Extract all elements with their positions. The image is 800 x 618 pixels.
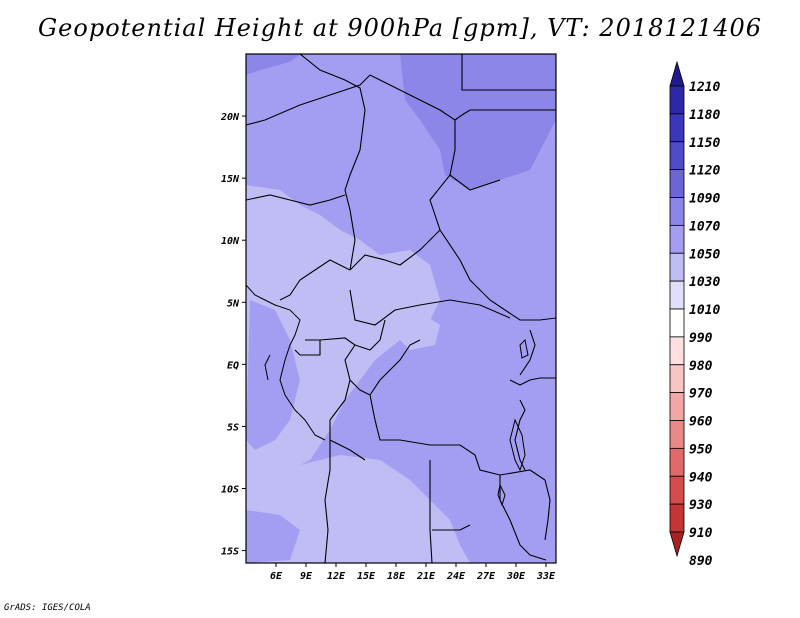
colorbar-box: [669, 503, 685, 533]
colorbar-label: 910: [689, 526, 713, 541]
colorbar-label: 930: [689, 498, 713, 513]
lat-tick-label: EQ: [227, 360, 239, 371]
colorbar-box: [669, 113, 685, 143]
country-borders: [246, 54, 556, 563]
colorbar-box: [669, 280, 685, 310]
lat-tick-label: 10S: [221, 485, 239, 496]
colorbar-box: [669, 308, 685, 338]
lon-tick-label: 30E: [506, 571, 526, 582]
colorbar-box: [669, 224, 685, 254]
colorbar-box: [669, 475, 685, 505]
map-frame: [245, 53, 557, 564]
lon-tick-label: 24E: [446, 571, 466, 582]
lat-tick-label: 5N: [227, 298, 240, 309]
colorbar-label: 980: [689, 359, 713, 374]
lon-tick-label: 18E: [387, 571, 406, 582]
colorbar-label: 1120: [689, 164, 720, 179]
colorbar-box: [669, 392, 685, 421]
colorbar-label: 1030: [689, 275, 720, 290]
colorbar-box: [669, 336, 685, 366]
chart-title: Geopotential Height at 900hPa [gpm], VT:…: [38, 14, 762, 42]
colorbar-label: 1070: [689, 219, 720, 234]
colorbar-box: [669, 420, 685, 449]
map-axes: 6E 9E 12E 15E 18E 21E 24E 27E 30E 33E 20N 15N 10N 5N E…: [220, 112, 556, 582]
colorbar-label: 1010: [689, 303, 720, 318]
lat-tick-label: 10N: [221, 236, 240, 247]
colorbar-box: [669, 141, 685, 171]
colorbar-label: 990: [689, 331, 713, 346]
lon-tick-label: 15E: [357, 571, 376, 582]
lon-tick-label: 27E: [476, 571, 496, 582]
colorbar-box: [669, 169, 685, 198]
colorbar-box: [669, 447, 685, 477]
colorbar-label: 940: [689, 470, 713, 485]
colorbar-box: [669, 85, 685, 115]
colorbar-box: [669, 197, 685, 226]
colorbar-label: 1150: [689, 136, 720, 151]
colorbar-label: 970: [689, 387, 713, 402]
coastline: [246, 284, 529, 507]
colorbar-label: 950: [689, 442, 713, 457]
field-level-1030-center: [395, 312, 440, 350]
lon-tick-label: 12E: [327, 571, 346, 582]
colorbar-bottom-arrow: [669, 531, 685, 558]
colorbar-top-arrow: [669, 60, 685, 87]
colorbar-box: [669, 364, 685, 394]
lon-tick-label: 33E: [536, 571, 556, 582]
colorbar-label: 1050: [689, 247, 720, 262]
field-level-1070-nw: [246, 54, 300, 75]
colorbar-label: 890: [689, 554, 713, 569]
colorbar-label: 1090: [689, 192, 720, 207]
lon-tick-label: 21E: [416, 571, 436, 582]
lat-tick-label: 20N: [220, 112, 240, 123]
lat-tick-label: 5S: [227, 422, 239, 433]
field-level-1070-ne: [400, 54, 556, 190]
colorbar-label: 960: [689, 415, 713, 430]
lon-tick-label: 6E: [270, 571, 283, 582]
lat-tick-label: 15N: [221, 174, 240, 185]
field-level-1050-sw: [246, 510, 300, 563]
colorbar-box: [669, 252, 685, 282]
colorbar-label: 1180: [689, 108, 720, 123]
lat-tick-label: 15S: [221, 547, 239, 558]
credit-text: GrADS: IGES/COLA: [4, 603, 91, 613]
lon-tick-label: 9E: [300, 571, 313, 582]
field-level-1050-coast: [246, 300, 300, 450]
field-level-1030-south: [246, 455, 470, 563]
colorbar: 1210 1180 1150 1120 1090 1070 1050 1030 1010 990 9…: [669, 60, 720, 569]
colorbar-label: 1210: [689, 80, 720, 95]
